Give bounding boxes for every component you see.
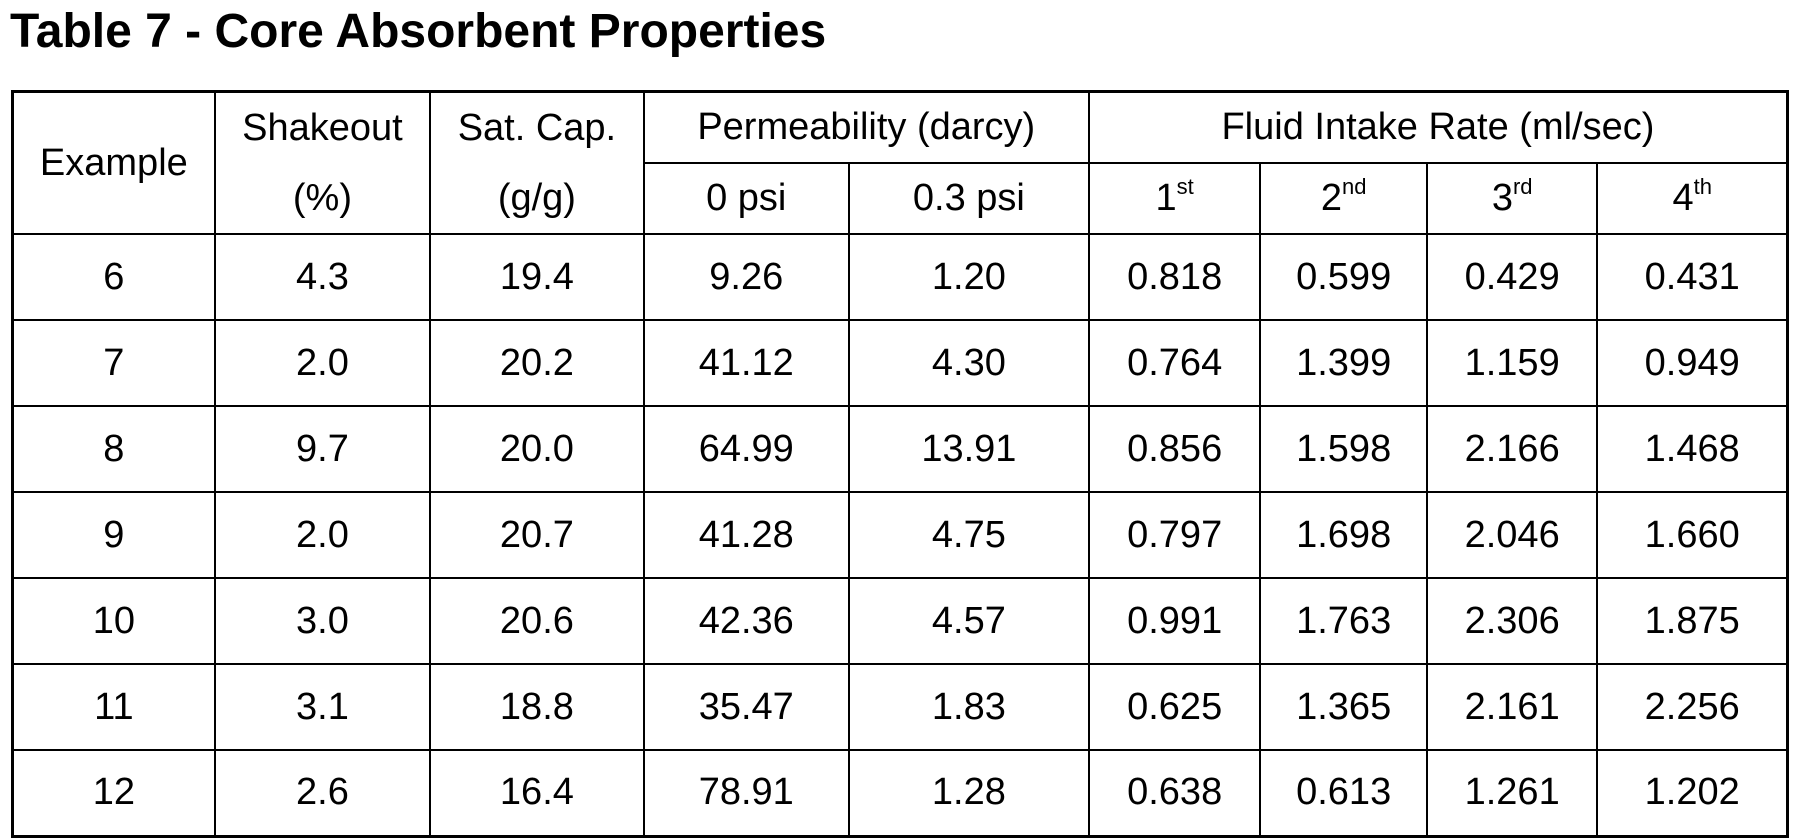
cell-intake-2nd: 1.698 bbox=[1260, 492, 1426, 578]
cell-intake-3rd: 2.306 bbox=[1427, 578, 1598, 664]
ordinal-number: 3 bbox=[1492, 177, 1513, 219]
ordinal-suffix: th bbox=[1694, 174, 1712, 199]
cell-perm-0psi: 41.28 bbox=[644, 492, 849, 578]
core-absorbent-properties-table: Example Shakeout (%) Sat. Cap. (g/g) Per… bbox=[11, 90, 1789, 838]
cell-perm-0-3psi: 4.57 bbox=[849, 578, 1089, 664]
cell-intake-4th: 1.660 bbox=[1597, 492, 1787, 578]
cell-intake-3rd: 2.161 bbox=[1427, 664, 1598, 750]
header-row-1: Example Shakeout (%) Sat. Cap. (g/g) Per… bbox=[13, 92, 1788, 163]
ordinal-number: 1 bbox=[1156, 177, 1177, 219]
cell-intake-2nd: 1.365 bbox=[1260, 664, 1426, 750]
header-shakeout-unit: (%) bbox=[216, 163, 429, 233]
cell-perm-0-3psi: 1.20 bbox=[849, 234, 1089, 320]
header-permeability: Permeability (darcy) bbox=[644, 92, 1089, 163]
cell-perm-0psi: 42.36 bbox=[644, 578, 849, 664]
cell-example: 9 bbox=[13, 492, 215, 578]
header-fluid-intake-rate: Fluid Intake Rate (ml/sec) bbox=[1089, 92, 1788, 163]
cell-perm-0psi: 35.47 bbox=[644, 664, 849, 750]
cell-intake-2nd: 1.399 bbox=[1260, 320, 1426, 406]
cell-perm-0psi: 64.99 bbox=[644, 406, 849, 492]
cell-intake-1st: 0.818 bbox=[1089, 234, 1261, 320]
header-intake-4th: 4th bbox=[1597, 163, 1787, 234]
cell-sat-cap: 20.2 bbox=[430, 320, 643, 406]
cell-shakeout: 9.7 bbox=[215, 406, 430, 492]
cell-perm-0-3psi: 4.30 bbox=[849, 320, 1089, 406]
table-header: Example Shakeout (%) Sat. Cap. (g/g) Per… bbox=[13, 92, 1788, 235]
header-sat-cap-unit: (g/g) bbox=[431, 163, 642, 233]
cell-intake-3rd: 1.261 bbox=[1427, 750, 1598, 836]
table-title: Table 7 - Core Absorbent Properties bbox=[10, 2, 826, 62]
table-row: 113.118.835.471.830.6251.3652.1612.256 bbox=[13, 664, 1788, 750]
cell-intake-1st: 0.856 bbox=[1089, 406, 1261, 492]
cell-example: 11 bbox=[13, 664, 215, 750]
cell-intake-1st: 0.638 bbox=[1089, 750, 1261, 836]
cell-intake-2nd: 0.613 bbox=[1260, 750, 1426, 836]
cell-example: 8 bbox=[13, 406, 215, 492]
cell-example: 7 bbox=[13, 320, 215, 406]
cell-intake-4th: 1.468 bbox=[1597, 406, 1787, 492]
table-row: 122.616.478.911.280.6380.6131.2611.202 bbox=[13, 750, 1788, 836]
cell-shakeout: 4.3 bbox=[215, 234, 430, 320]
cell-sat-cap: 18.8 bbox=[430, 664, 643, 750]
cell-intake-4th: 0.949 bbox=[1597, 320, 1787, 406]
ordinal-number: 4 bbox=[1672, 177, 1693, 219]
header-sat-cap-label: Sat. Cap. bbox=[431, 93, 642, 163]
cell-intake-3rd: 0.429 bbox=[1427, 234, 1598, 320]
cell-sat-cap: 16.4 bbox=[430, 750, 643, 836]
cell-perm-0-3psi: 1.83 bbox=[849, 664, 1089, 750]
cell-example: 6 bbox=[13, 234, 215, 320]
cell-perm-0-3psi: 13.91 bbox=[849, 406, 1089, 492]
table-row: 72.020.241.124.300.7641.3991.1590.949 bbox=[13, 320, 1788, 406]
cell-intake-2nd: 1.763 bbox=[1260, 578, 1426, 664]
cell-intake-2nd: 0.599 bbox=[1260, 234, 1426, 320]
cell-perm-0psi: 78.91 bbox=[644, 750, 849, 836]
cell-perm-0-3psi: 4.75 bbox=[849, 492, 1089, 578]
header-shakeout-label: Shakeout bbox=[216, 93, 429, 163]
cell-shakeout: 3.1 bbox=[215, 664, 430, 750]
cell-intake-4th: 1.875 bbox=[1597, 578, 1787, 664]
cell-intake-1st: 0.625 bbox=[1089, 664, 1261, 750]
header-perm-0psi: 0 psi bbox=[644, 163, 849, 234]
cell-shakeout: 3.0 bbox=[215, 578, 430, 664]
cell-sat-cap: 20.0 bbox=[430, 406, 643, 492]
cell-shakeout: 2.0 bbox=[215, 492, 430, 578]
cell-intake-4th: 2.256 bbox=[1597, 664, 1787, 750]
ordinal-number: 2 bbox=[1321, 177, 1342, 219]
cell-example: 10 bbox=[13, 578, 215, 664]
cell-intake-3rd: 2.046 bbox=[1427, 492, 1598, 578]
cell-perm-0psi: 41.12 bbox=[644, 320, 849, 406]
cell-perm-0-3psi: 1.28 bbox=[849, 750, 1089, 836]
table-row: 92.020.741.284.750.7971.6982.0461.660 bbox=[13, 492, 1788, 578]
cell-intake-2nd: 1.598 bbox=[1260, 406, 1426, 492]
ordinal-suffix: nd bbox=[1342, 174, 1366, 199]
table-row: 89.720.064.9913.910.8561.5982.1661.468 bbox=[13, 406, 1788, 492]
cell-intake-3rd: 2.166 bbox=[1427, 406, 1598, 492]
ordinal-suffix: rd bbox=[1513, 174, 1533, 199]
cell-intake-4th: 0.431 bbox=[1597, 234, 1787, 320]
header-sat-cap: Sat. Cap. (g/g) bbox=[430, 92, 643, 235]
cell-intake-1st: 0.991 bbox=[1089, 578, 1261, 664]
table-body: 64.319.49.261.200.8180.5990.4290.43172.0… bbox=[13, 234, 1788, 836]
cell-sat-cap: 19.4 bbox=[430, 234, 643, 320]
cell-sat-cap: 20.6 bbox=[430, 578, 643, 664]
cell-intake-4th: 1.202 bbox=[1597, 750, 1787, 836]
ordinal-suffix: st bbox=[1177, 174, 1194, 199]
header-intake-1st: 1st bbox=[1089, 163, 1261, 234]
header-shakeout: Shakeout (%) bbox=[215, 92, 430, 235]
cell-perm-0psi: 9.26 bbox=[644, 234, 849, 320]
table-row: 64.319.49.261.200.8180.5990.4290.431 bbox=[13, 234, 1788, 320]
cell-intake-3rd: 1.159 bbox=[1427, 320, 1598, 406]
table-row: 103.020.642.364.570.9911.7632.3061.875 bbox=[13, 578, 1788, 664]
cell-intake-1st: 0.797 bbox=[1089, 492, 1261, 578]
cell-example: 12 bbox=[13, 750, 215, 836]
header-example: Example bbox=[13, 92, 215, 235]
header-intake-2nd: 2nd bbox=[1260, 163, 1426, 234]
header-intake-3rd: 3rd bbox=[1427, 163, 1598, 234]
cell-shakeout: 2.6 bbox=[215, 750, 430, 836]
header-perm-0-3psi: 0.3 psi bbox=[849, 163, 1089, 234]
cell-sat-cap: 20.7 bbox=[430, 492, 643, 578]
cell-intake-1st: 0.764 bbox=[1089, 320, 1261, 406]
cell-shakeout: 2.0 bbox=[215, 320, 430, 406]
